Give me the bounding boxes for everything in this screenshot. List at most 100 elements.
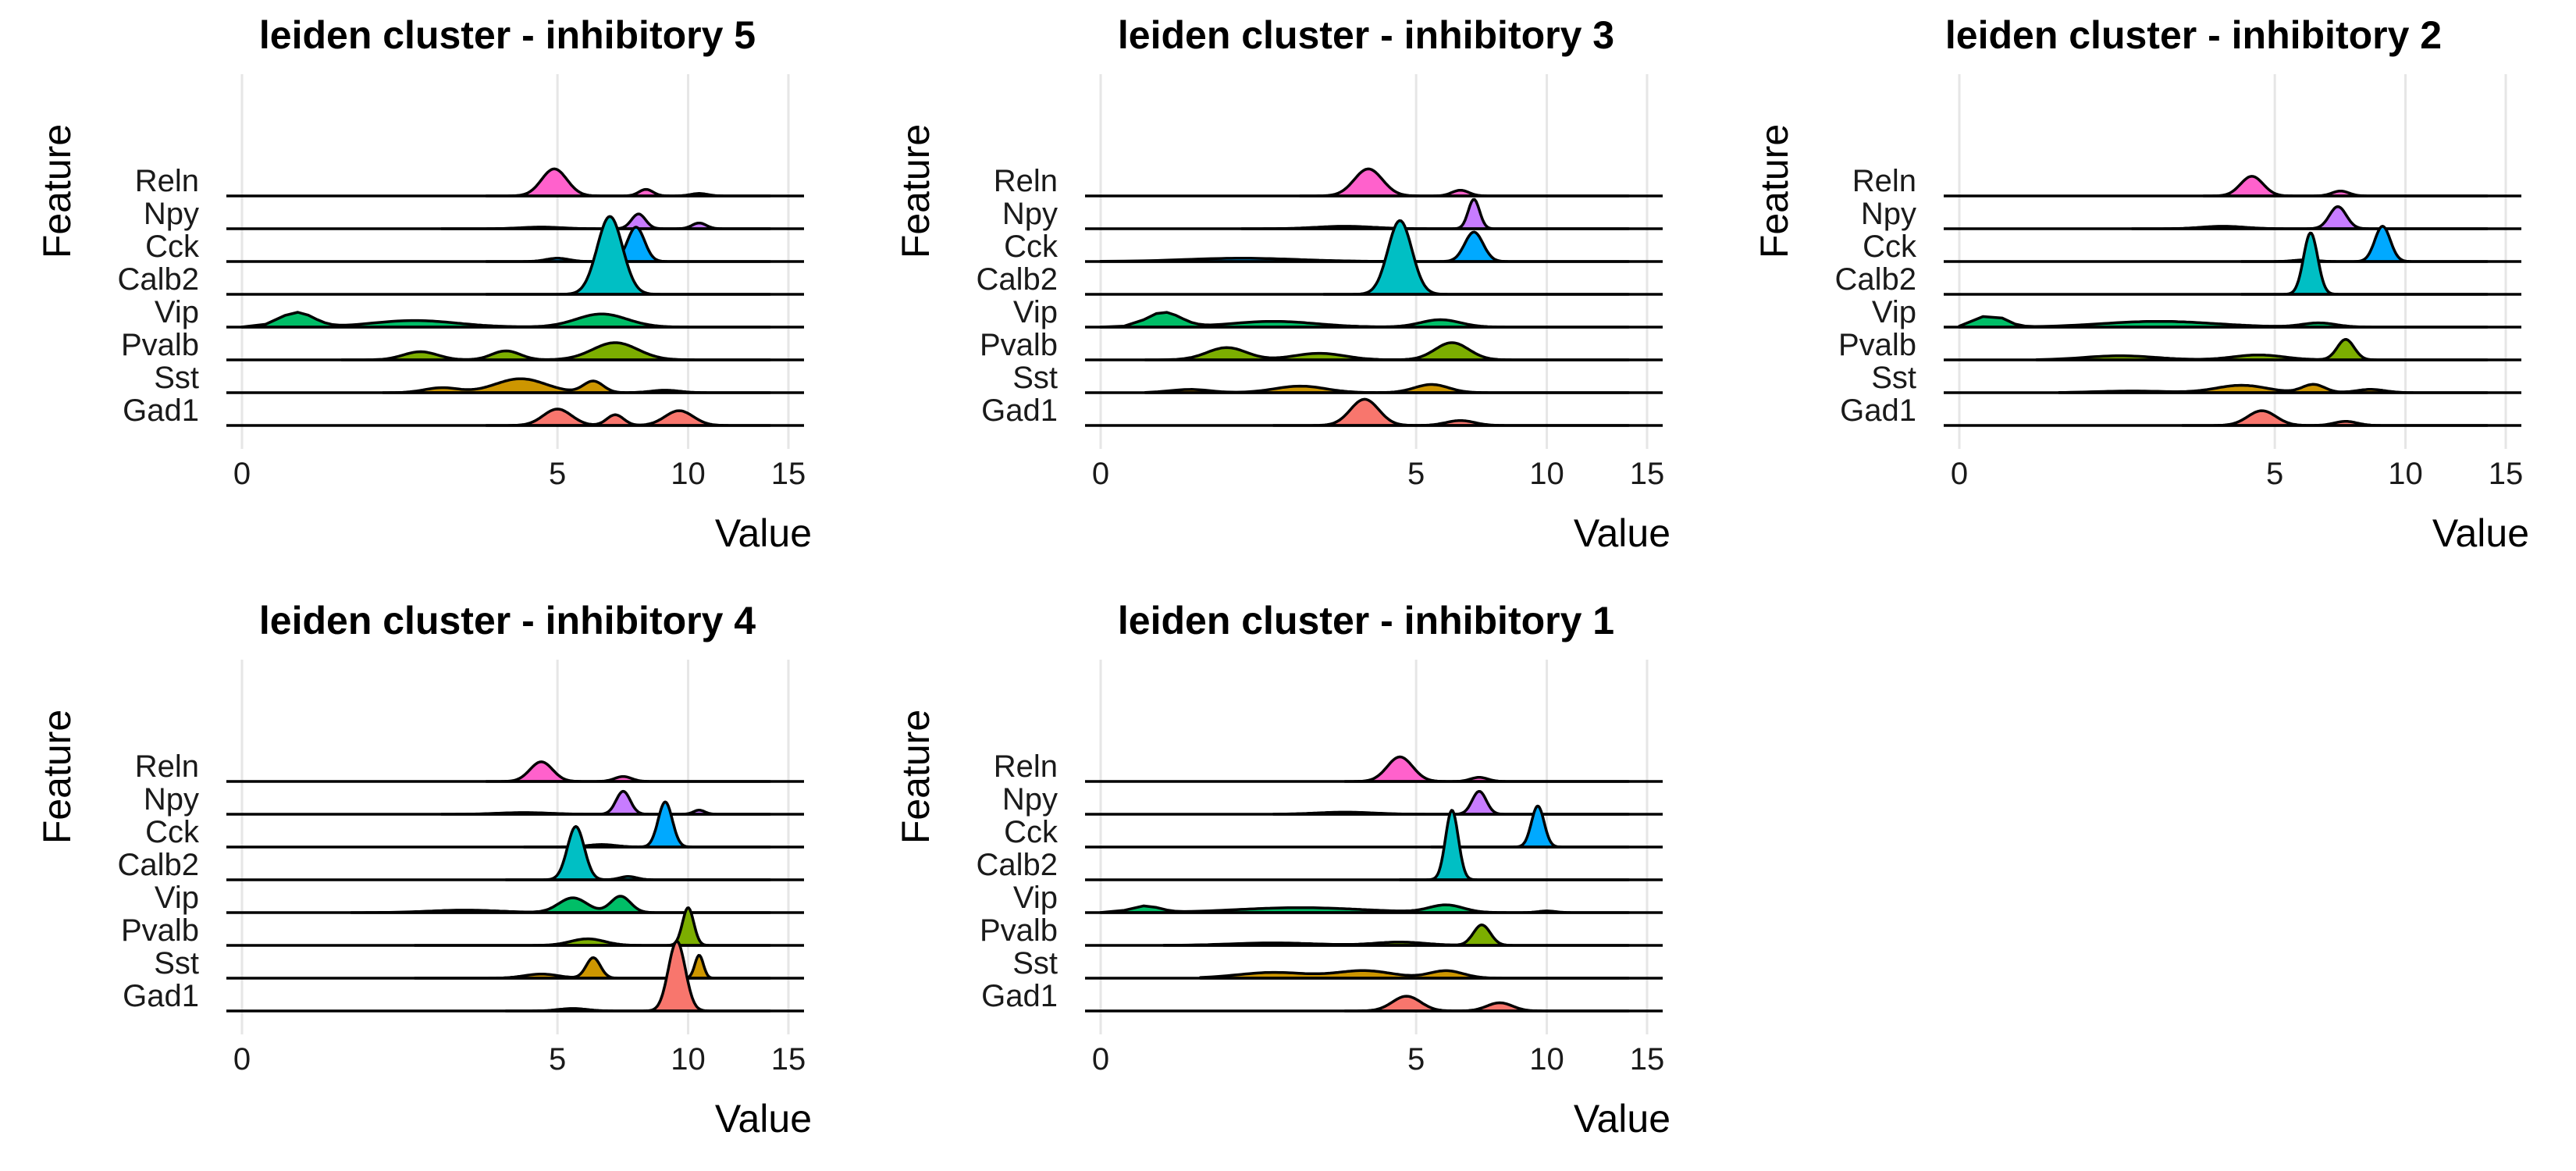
y-tick-npy: Npy: [1861, 197, 1916, 231]
x-tick-10: 10: [2388, 457, 2423, 491]
y-axis-title: Feature: [1752, 124, 1796, 258]
ridge-calb2: [2240, 231, 2489, 296]
ridge-vip: [1099, 311, 1631, 329]
ridges: [226, 167, 804, 427]
y-tick-sst: Sst: [154, 946, 199, 981]
ridges: [226, 760, 804, 1013]
x-tick-15: 15: [1630, 457, 1665, 491]
y-tick-cck: Cck: [145, 230, 200, 264]
y-tick-calb2: Calb2: [976, 262, 1058, 297]
ridge-vip: [1958, 315, 2489, 329]
ridge-sst: [413, 954, 772, 980]
ridge-reln: [485, 760, 772, 783]
y-tick-vip: Vip: [1013, 881, 1058, 915]
ridge-npy: [2130, 205, 2489, 230]
ridge-sst: [381, 377, 772, 394]
y-tick-sst: Sst: [1012, 361, 1058, 395]
ridge-cck: [2240, 225, 2489, 263]
ridge-reln: [2202, 175, 2489, 198]
y-tick-reln: Reln: [135, 749, 199, 784]
ridge-gad1: [485, 408, 772, 427]
y-tick-vip: Vip: [1013, 295, 1058, 329]
x-tick-5: 5: [549, 1042, 566, 1077]
y-tick-vip: Vip: [155, 881, 199, 915]
x-axis-title: Value: [715, 511, 812, 555]
y-tick-reln: Reln: [1852, 164, 1916, 198]
y-tick-npy: Npy: [1002, 197, 1058, 231]
x-tick-10: 10: [1529, 1042, 1564, 1077]
x-tick-labels: 0 5 10 15: [1092, 1042, 1664, 1077]
y-tick-reln: Reln: [994, 164, 1058, 198]
y-tick-reln: Reln: [135, 164, 199, 198]
y-axis-title: Feature: [894, 124, 938, 258]
x-tick-labels: 0 5 10 15: [1951, 457, 2523, 491]
x-axis-title: Value: [2432, 511, 2529, 555]
ridge-npy: [439, 789, 772, 816]
x-tick-15: 15: [1630, 1042, 1665, 1077]
y-tick-sst: Sst: [1012, 946, 1058, 981]
ridge-pvalb: [1162, 923, 1631, 947]
x-tick-10: 10: [1529, 457, 1564, 491]
x-tick-labels: 0 5 10 15: [1092, 457, 1664, 491]
x-tick-0: 0: [233, 457, 251, 491]
y-tick-gad1: Gad1: [1840, 393, 1916, 428]
y-tick-calb2: Calb2: [117, 262, 199, 297]
y-tick-gad1: Gad1: [981, 979, 1058, 1013]
ridge-reln: [1298, 167, 1631, 198]
y-tick-cck: Cck: [1863, 230, 1917, 264]
x-tick-5: 5: [2266, 457, 2283, 491]
panel-title: leiden cluster - inhibitory 4: [259, 599, 756, 642]
y-tick-calb2: Calb2: [976, 848, 1058, 882]
y-tick-vip: Vip: [1872, 295, 1916, 329]
y-tick-pvalb: Pvalb: [980, 913, 1058, 948]
y-tick-sst: Sst: [154, 361, 199, 395]
x-tick-labels: 0 5 10 15: [233, 1042, 806, 1077]
y-tick-sst: Sst: [1871, 361, 1916, 395]
y-tick-gad1: Gad1: [123, 393, 199, 428]
y-tick-calb2: Calb2: [1834, 262, 1916, 297]
y-tick-cck: Cck: [1004, 230, 1059, 264]
y-tick-pvalb: Pvalb: [1838, 328, 1916, 362]
x-tick-10: 10: [671, 457, 706, 491]
y-tick-npy: Npy: [144, 197, 199, 231]
y-tick-cck: Cck: [145, 815, 200, 849]
y-tick-cck: Cck: [1004, 815, 1059, 849]
x-tick-5: 5: [1407, 1042, 1425, 1077]
x-tick-5: 5: [549, 457, 566, 491]
y-axis-title: Feature: [35, 710, 79, 844]
ridges: [1944, 175, 2521, 427]
y-tick-pvalb: Pvalb: [121, 913, 199, 948]
y-tick-vip: Vip: [155, 295, 199, 329]
ridges: [1085, 167, 1663, 427]
y-tick-npy: Npy: [1002, 782, 1058, 817]
x-tick-10: 10: [671, 1042, 706, 1077]
ridge-calb2: [504, 824, 772, 881]
y-tick-gad1: Gad1: [123, 979, 199, 1013]
panel-title: leiden cluster - inhibitory 2: [1945, 13, 2442, 57]
x-tick-0: 0: [1092, 457, 1109, 491]
x-axis-title: Value: [1574, 511, 1670, 555]
ridge-cck: [485, 226, 772, 263]
y-tick-gad1: Gad1: [981, 393, 1058, 428]
x-tick-labels: 0 5 10 15: [233, 457, 806, 491]
ridges: [1085, 755, 1663, 1013]
x-tick-0: 0: [233, 1042, 251, 1077]
x-tick-15: 15: [771, 1042, 806, 1077]
ridge-npy: [1240, 198, 1631, 230]
y-tick-reln: Reln: [994, 749, 1058, 784]
ridge-gad1: [1272, 397, 1631, 427]
panel-title: leiden cluster - inhibitory 5: [259, 13, 756, 57]
ridge-pvalb: [340, 341, 772, 361]
